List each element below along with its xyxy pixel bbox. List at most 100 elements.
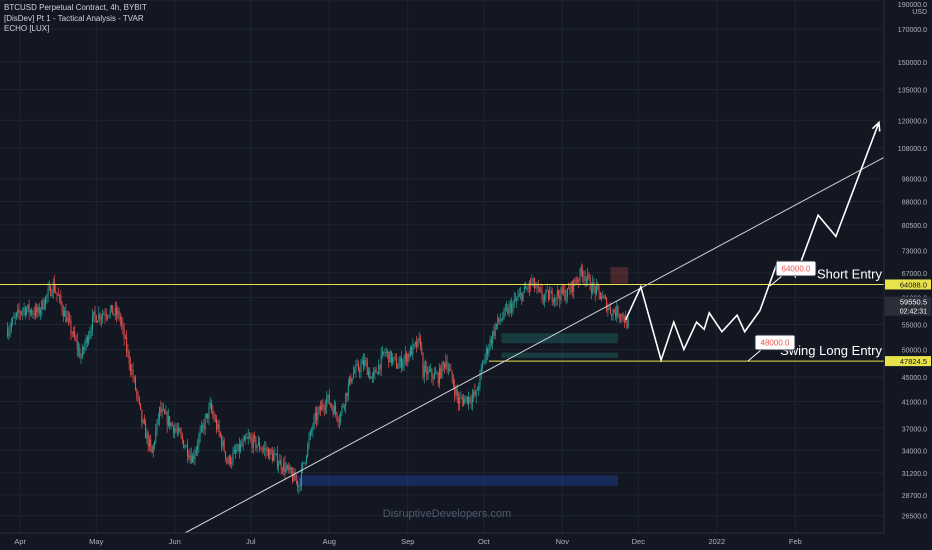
candle-body xyxy=(180,432,182,436)
candle-body xyxy=(72,331,74,335)
candle-body xyxy=(512,303,514,312)
candle-body xyxy=(578,280,580,281)
candle-body xyxy=(603,296,605,298)
candle-body xyxy=(10,323,12,328)
candle-body xyxy=(121,320,123,324)
callouts[interactable]: 64000.0 48000.0 xyxy=(747,260,817,362)
price-tick-label: 26500.0 xyxy=(902,514,927,521)
candle-body xyxy=(240,444,242,452)
candle-body xyxy=(594,286,596,294)
candle-body xyxy=(13,317,15,319)
candle-body xyxy=(84,344,86,350)
candle-body xyxy=(345,393,347,407)
candle-body xyxy=(366,362,368,375)
candle-body xyxy=(511,303,513,312)
callout-pointer xyxy=(769,275,783,287)
candle-body xyxy=(276,453,278,467)
candle-body xyxy=(128,351,130,365)
candle-body xyxy=(337,418,339,422)
candle-body xyxy=(93,311,95,316)
candle-body xyxy=(8,331,10,336)
candle-body xyxy=(256,445,258,448)
candle-body xyxy=(489,339,491,349)
candle-body xyxy=(539,288,540,289)
candle-body xyxy=(109,309,111,315)
candle-body xyxy=(98,313,100,321)
candle-body xyxy=(466,396,468,404)
indicator-echo[interactable]: ECHO [LUX] xyxy=(4,24,50,33)
candle-body xyxy=(418,338,420,340)
candle-body xyxy=(598,286,600,293)
price-tick-label: 45000.0 xyxy=(902,375,927,382)
projection-path[interactable] xyxy=(624,122,880,363)
candle-body xyxy=(545,290,547,296)
candle-body xyxy=(246,437,248,439)
candle-body xyxy=(468,396,470,404)
candle-body xyxy=(319,406,321,411)
candle-body xyxy=(65,310,67,322)
candle-body xyxy=(602,296,604,299)
candle-body xyxy=(547,290,549,300)
candle-body xyxy=(346,393,348,397)
level-label: Swing Long Entry xyxy=(780,343,882,358)
candle-body xyxy=(214,419,216,421)
candle-body xyxy=(94,311,96,316)
candle-body xyxy=(390,351,392,363)
candle-body xyxy=(293,472,295,482)
candle-body xyxy=(281,469,283,471)
candle-body xyxy=(352,372,354,379)
candle-body xyxy=(67,317,69,319)
candle-body xyxy=(426,366,428,375)
candle-body xyxy=(183,440,185,448)
candle-body xyxy=(279,460,281,465)
candle-body xyxy=(403,358,405,364)
level-price-tag: 47824.5 xyxy=(900,357,927,366)
candle-body xyxy=(257,441,259,446)
candle-body xyxy=(70,320,72,333)
candle-body xyxy=(155,430,157,443)
time-axis[interactable]: Apr May Jun Jul Aug Sep Oct Nov Dec 2022 Feb xyxy=(0,532,932,550)
candle-body xyxy=(374,369,376,373)
candle-body xyxy=(81,347,83,358)
candle-body xyxy=(307,443,309,457)
candle-body xyxy=(456,389,458,397)
candle-body xyxy=(299,485,301,487)
candle-body xyxy=(376,372,378,374)
candle-body xyxy=(387,351,388,353)
candle-body xyxy=(509,303,511,306)
candle-body xyxy=(150,439,152,447)
price-tick-label: 120000.0 xyxy=(898,118,927,125)
price-axis[interactable]: 190000.0 170000.0 150000.0 135000.0 120000.0… xyxy=(883,0,932,550)
candle-body xyxy=(61,303,63,311)
candle-body xyxy=(482,363,483,368)
time-tick-label: Oct xyxy=(478,537,491,546)
indicator-tvar[interactable]: [DisDev] Pt 1 - Tactical Analysis - TVAR xyxy=(4,13,144,23)
candle-body xyxy=(332,407,334,415)
candle-body xyxy=(607,308,609,312)
candle-body xyxy=(571,282,573,292)
candle-body xyxy=(326,397,328,407)
candle-body xyxy=(124,337,126,339)
candle-body xyxy=(335,405,337,413)
candle-body xyxy=(597,285,599,287)
callout-box[interactable] xyxy=(754,334,796,351)
callout-box[interactable] xyxy=(775,260,817,277)
candle-body xyxy=(95,315,97,323)
candle-body xyxy=(266,449,268,451)
candle-body xyxy=(127,351,129,353)
symbol-title[interactable]: BTCUSD Perpetual Contract, 4h, BYBIT xyxy=(4,3,147,12)
price-tick-label: 50000.0 xyxy=(902,347,927,354)
projection[interactable] xyxy=(624,120,881,363)
candle-body xyxy=(27,304,29,310)
candle-body xyxy=(51,293,53,296)
candle-body xyxy=(288,465,290,470)
candle-body xyxy=(283,462,285,471)
time-tick-label: Feb xyxy=(789,537,802,546)
trendline-line[interactable] xyxy=(184,147,902,534)
candle-body xyxy=(259,441,261,449)
candle-body xyxy=(437,373,439,384)
callout-text: 48000.0 xyxy=(761,339,790,348)
candle-body xyxy=(532,278,534,281)
trendline[interactable] xyxy=(184,147,902,534)
